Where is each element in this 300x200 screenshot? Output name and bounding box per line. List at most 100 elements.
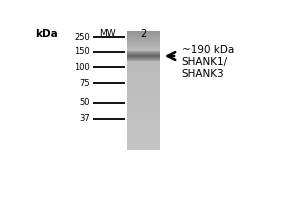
- Text: 2: 2: [140, 29, 146, 39]
- Bar: [127, 101, 160, 102]
- Text: SHANK1/: SHANK1/: [182, 57, 228, 67]
- Bar: [127, 136, 160, 137]
- Bar: [127, 50, 160, 51]
- Bar: [127, 90, 160, 91]
- Bar: [127, 49, 160, 50]
- Bar: [127, 96, 160, 97]
- Bar: [127, 90, 160, 91]
- Bar: [127, 71, 160, 72]
- Bar: [127, 54, 160, 55]
- Bar: [127, 35, 160, 36]
- Bar: [127, 62, 160, 63]
- Text: 50: 50: [79, 98, 90, 107]
- Bar: [127, 41, 160, 42]
- Bar: [127, 127, 160, 128]
- Bar: [127, 58, 160, 59]
- Bar: [127, 102, 160, 103]
- Bar: [127, 118, 160, 119]
- Bar: [127, 77, 160, 78]
- Bar: [127, 43, 160, 44]
- Text: 100: 100: [74, 63, 90, 72]
- Bar: [127, 31, 160, 32]
- Bar: [127, 74, 160, 75]
- Bar: [127, 99, 160, 100]
- Bar: [127, 47, 160, 48]
- Bar: [127, 59, 160, 60]
- Bar: [127, 108, 160, 109]
- Bar: [127, 78, 160, 79]
- Bar: [127, 92, 160, 93]
- Text: MW: MW: [99, 29, 116, 38]
- Bar: [127, 135, 160, 136]
- Text: 250: 250: [74, 33, 90, 42]
- Bar: [127, 65, 160, 66]
- Bar: [127, 100, 160, 101]
- Bar: [127, 112, 160, 113]
- Bar: [127, 105, 160, 106]
- Bar: [127, 37, 160, 38]
- Bar: [127, 144, 160, 145]
- Bar: [127, 145, 160, 146]
- Bar: [127, 142, 160, 143]
- Bar: [127, 133, 160, 134]
- Bar: [127, 97, 160, 98]
- Bar: [127, 44, 160, 45]
- Bar: [127, 45, 160, 46]
- Bar: [127, 69, 160, 70]
- Bar: [127, 128, 160, 129]
- Bar: [127, 51, 160, 52]
- Bar: [127, 75, 160, 76]
- Bar: [127, 76, 160, 77]
- Bar: [127, 84, 160, 85]
- Bar: [127, 104, 160, 105]
- Bar: [127, 118, 160, 119]
- Bar: [127, 139, 160, 140]
- Bar: [127, 55, 160, 56]
- Bar: [127, 91, 160, 92]
- Bar: [127, 88, 160, 89]
- Bar: [127, 58, 160, 59]
- Bar: [127, 113, 160, 114]
- Bar: [127, 134, 160, 135]
- Bar: [127, 56, 160, 57]
- Bar: [127, 110, 160, 111]
- Bar: [127, 121, 160, 122]
- Bar: [127, 51, 160, 52]
- Bar: [127, 122, 160, 123]
- Bar: [127, 53, 160, 54]
- Bar: [127, 57, 160, 58]
- Bar: [127, 131, 160, 132]
- Bar: [127, 54, 160, 55]
- Bar: [127, 125, 160, 126]
- Bar: [127, 67, 160, 68]
- Bar: [127, 137, 160, 138]
- Bar: [127, 138, 160, 139]
- Bar: [127, 99, 160, 100]
- Bar: [127, 132, 160, 133]
- Bar: [127, 124, 160, 125]
- Bar: [127, 46, 160, 47]
- Bar: [127, 66, 160, 67]
- Bar: [127, 93, 160, 94]
- Bar: [127, 47, 160, 48]
- Bar: [127, 72, 160, 73]
- Bar: [127, 141, 160, 142]
- Bar: [127, 86, 160, 87]
- Bar: [127, 59, 160, 60]
- Bar: [127, 94, 160, 95]
- Bar: [127, 145, 160, 146]
- Bar: [127, 121, 160, 122]
- Bar: [127, 60, 160, 61]
- Bar: [127, 63, 160, 64]
- Bar: [127, 87, 160, 88]
- Bar: [127, 139, 160, 140]
- Bar: [127, 83, 160, 84]
- Bar: [127, 53, 160, 54]
- Bar: [127, 52, 160, 53]
- Bar: [127, 68, 160, 69]
- Bar: [127, 89, 160, 90]
- Bar: [127, 36, 160, 37]
- Bar: [127, 32, 160, 33]
- Bar: [127, 115, 160, 116]
- Text: ~190 kDa: ~190 kDa: [182, 45, 234, 55]
